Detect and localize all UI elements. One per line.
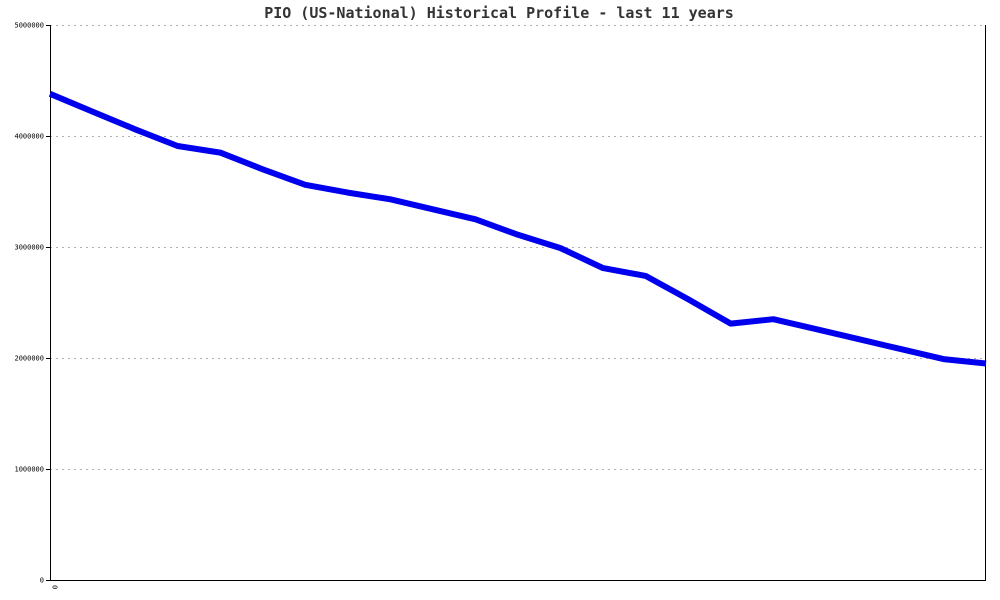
y-tick-label: 4000000 (14, 133, 44, 141)
series-line (48, 91, 987, 367)
gridlines (50, 25, 986, 470)
y-tick-label: 3000000 (14, 244, 44, 252)
y-tick-label: 0 (40, 577, 44, 585)
series-group (48, 91, 987, 367)
x-axis-ticks: 0 (51, 585, 59, 589)
y-tick-label: 2000000 (14, 355, 44, 363)
y-axis-ticks: 0 1000000 2000000 3000000 4000000 5000000 (14, 22, 50, 585)
x-tick-label: 0 (51, 585, 59, 589)
chart-title: PIO (US-National) Historical Profile - l… (264, 4, 734, 22)
y-tick-label: 5000000 (14, 22, 44, 30)
y-tick-label: 1000000 (14, 466, 44, 474)
